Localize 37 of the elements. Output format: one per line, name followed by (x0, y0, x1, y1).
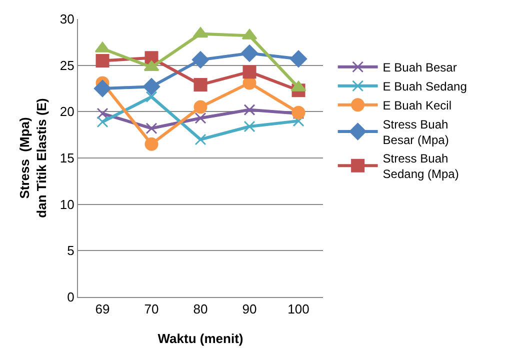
point (194, 134, 206, 146)
point (146, 91, 158, 103)
point (142, 78, 160, 96)
point (194, 112, 206, 124)
y-axis-title: Stress (Mpa) dan Titik Elastis (E) (16, 98, 49, 218)
y-tick-label: 0 (67, 290, 74, 305)
x-tick-label: 100 (288, 302, 310, 317)
point (96, 116, 108, 128)
point (194, 78, 208, 92)
y-tick-label: 30 (60, 12, 74, 27)
legend-label: E Buah Sedang (382, 80, 467, 94)
x-axis-title: Waktu (menit) (158, 331, 244, 346)
legend-label: Stress Buah Besar (Mpa) (382, 117, 449, 147)
point (244, 120, 256, 132)
point (192, 51, 210, 68)
legend-label: E Buah Kecil (382, 98, 452, 113)
point (240, 44, 258, 62)
x-tick-label: 69 (95, 302, 110, 317)
point (144, 137, 158, 151)
y-tick-label: 25 (60, 58, 74, 73)
point (242, 65, 256, 79)
point (94, 80, 112, 98)
point (96, 108, 108, 120)
point (146, 122, 158, 134)
point (244, 104, 256, 116)
y-tick-label: 20 (60, 104, 74, 120)
point (96, 54, 110, 68)
x-tick-label: 80 (193, 302, 208, 317)
x-tick-label: 90 (242, 302, 257, 317)
point (194, 100, 208, 114)
y-tick-label: 5 (67, 243, 74, 258)
y-tick-label: 10 (60, 196, 74, 212)
legend-label: Stress Buah Sedang (Mpa) (382, 152, 459, 182)
y-tick-label: 15 (60, 150, 74, 166)
legend-label: E Buah Besar (382, 60, 457, 75)
point (290, 50, 308, 68)
x-tick-label: 70 (144, 302, 159, 317)
